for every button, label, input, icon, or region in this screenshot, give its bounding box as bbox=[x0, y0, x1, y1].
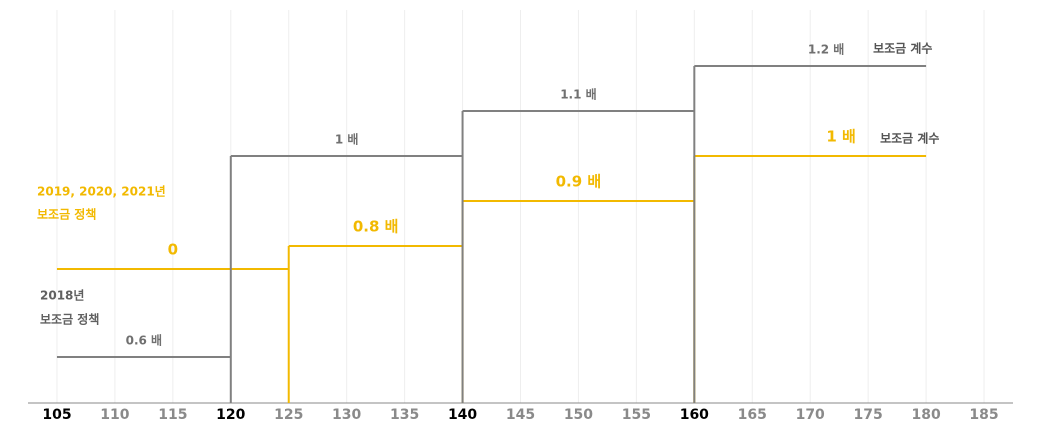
series-name: 2018년 bbox=[40, 289, 84, 303]
segment-label: 1.1 배 bbox=[560, 87, 596, 102]
segment-label: 1.2 배 bbox=[808, 42, 844, 57]
series-name: 보조금 정책 bbox=[37, 207, 96, 222]
x-tick-label: 120 bbox=[216, 407, 245, 423]
x-tick-label: 155 bbox=[622, 407, 651, 423]
x-tick-label: 160 bbox=[680, 407, 709, 423]
x-tick-label: 130 bbox=[332, 407, 361, 423]
x-tick-label: 110 bbox=[100, 407, 129, 423]
x-tick-label: 125 bbox=[274, 407, 303, 423]
x-tick-label: 170 bbox=[796, 407, 825, 423]
x-tick-label: 165 bbox=[738, 407, 767, 423]
x-tick-label: 150 bbox=[564, 407, 593, 423]
series-name: 2019, 2020, 2021년 bbox=[37, 185, 166, 199]
x-tick-label: 135 bbox=[390, 407, 419, 423]
end-label: 보조금 계수 bbox=[880, 131, 939, 146]
x-tick-label: 175 bbox=[854, 407, 883, 423]
x-tick-label: 145 bbox=[506, 407, 535, 423]
segment-label: 0.9 배 bbox=[556, 173, 602, 191]
x-tick-label: 140 bbox=[448, 407, 477, 423]
series-name: 보조금 정책 bbox=[40, 312, 99, 327]
x-tick-label: 180 bbox=[911, 407, 940, 423]
x-tick-label: 115 bbox=[158, 407, 187, 423]
x-tick-label: 105 bbox=[42, 407, 71, 423]
series: 0 0.8 배 0.9 배 1 배 보조금 계수 2019, 2020, 2021년보조금… bbox=[37, 128, 939, 403]
segment-label: 0.8 배 bbox=[353, 218, 399, 236]
x-tick-label: 185 bbox=[969, 407, 998, 423]
segment-label: 0.6 배 bbox=[126, 333, 162, 348]
segment-label: 1 배 bbox=[335, 132, 359, 147]
segment-label: 1 배 bbox=[826, 128, 855, 146]
segment-label: 0 bbox=[168, 241, 178, 259]
end-label: 보조금 계수 bbox=[873, 41, 932, 56]
